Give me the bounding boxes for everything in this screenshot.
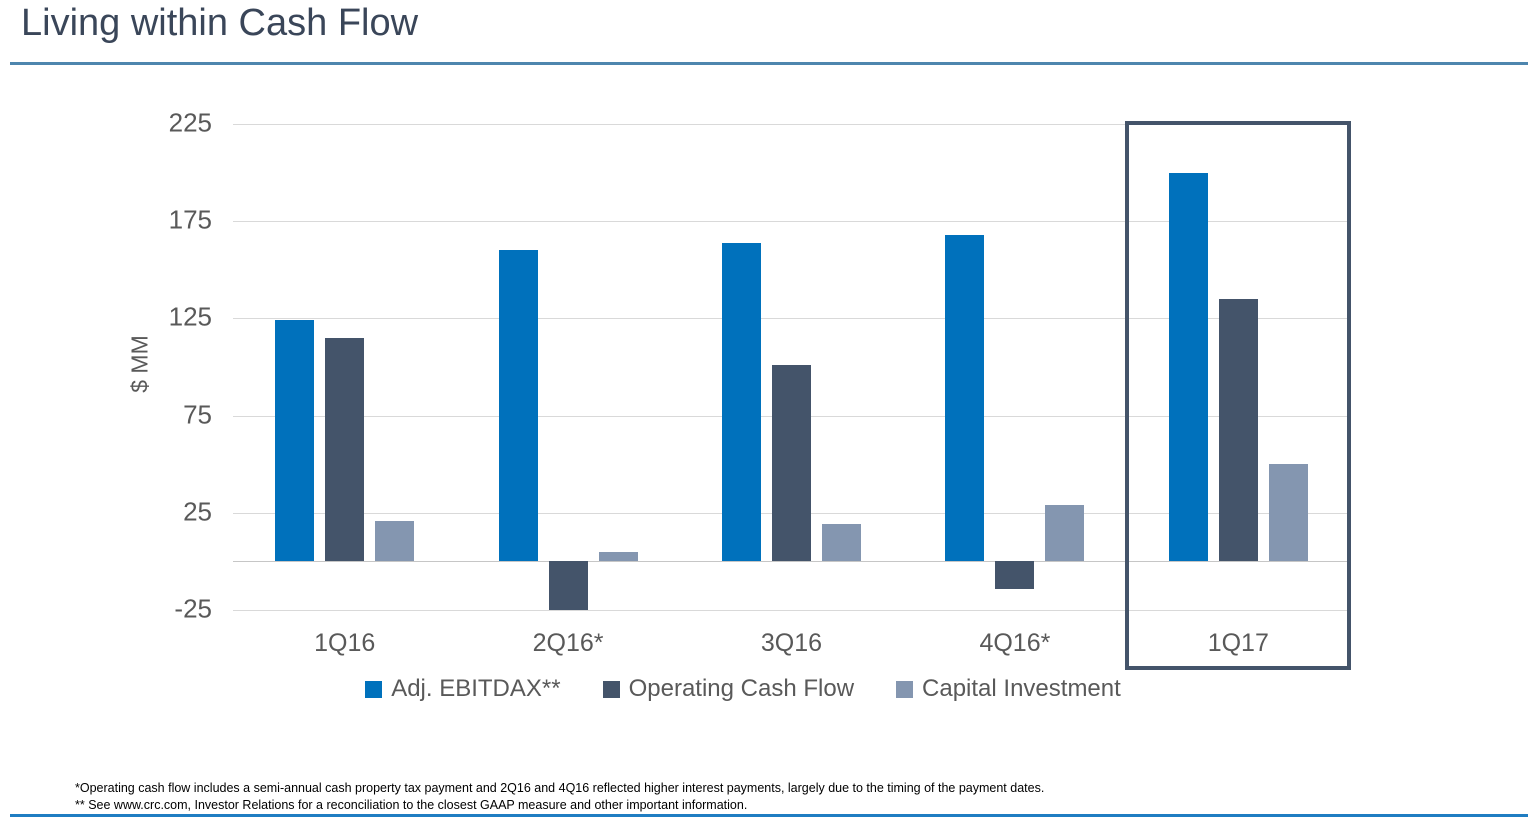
bar-4Q16-operating-cash-flow [995, 561, 1035, 589]
legend-label: Operating Cash Flow [628, 675, 855, 702]
y-tick-label--25: -25 [174, 593, 212, 624]
x-tick-label-1Q16: 1Q16 [314, 629, 376, 657]
y-tick-label-75: 75 [183, 398, 212, 429]
gridline-225 [233, 124, 1350, 125]
y-tick-label-25: 25 [183, 496, 212, 527]
gridline-175 [233, 221, 1350, 223]
bar-2Q16-operating-cash-flow [548, 561, 588, 610]
bar-2Q16-adj-ebitdax- [498, 250, 538, 562]
bar-4Q16-adj-ebitdax- [945, 234, 985, 562]
x-axis-baseline [233, 561, 1350, 563]
x-tick-label-2Q16: 2Q16* [532, 629, 604, 657]
bar-1Q17-adj-ebitdax- [1168, 172, 1208, 562]
y-tick-label-175: 175 [168, 204, 212, 235]
y-axis-title: $ MM [126, 335, 153, 393]
bar-1Q16-operating-cash-flow [325, 337, 365, 562]
title-underline [10, 62, 1528, 65]
legend-label: Capital Investment [922, 675, 1121, 702]
legend-item-capital-investment: Capital Investment [896, 675, 1121, 703]
bar-1Q17-operating-cash-flow [1218, 298, 1258, 562]
bar-3Q16-adj-ebitdax- [722, 242, 761, 562]
legend-label: Adj. EBITDAX** [391, 675, 561, 702]
bar-2Q16-capital-investment [598, 551, 638, 562]
gridline-125 [233, 318, 1350, 320]
bar-3Q16-operating-cash-flow [772, 365, 811, 562]
x-tick-label-4Q16: 4Q16* [979, 629, 1051, 657]
footnotes: *Operating cash flow includes a semi-ann… [75, 780, 1044, 814]
gridline--25 [233, 610, 1350, 611]
legend-swatch-icon [365, 680, 383, 698]
legend-swatch-icon [602, 680, 620, 698]
page-title: Living within Cash Flow [21, 2, 419, 44]
bar-1Q17-capital-investment [1268, 464, 1308, 562]
bar-1Q16-capital-investment [375, 520, 415, 562]
bar-1Q16-adj-ebitdax- [275, 320, 315, 562]
bar-3Q16-capital-investment [822, 524, 861, 562]
x-tick-label-3Q16: 3Q16 [760, 629, 823, 657]
y-tick-label-225: 225 [168, 107, 212, 138]
legend-item-adj-ebitdax-: Adj. EBITDAX** [365, 675, 561, 703]
x-tick-label-1Q17: 1Q17 [1207, 629, 1269, 657]
footnote-1: *Operating cash flow includes a semi-ann… [75, 781, 1045, 795]
legend-item-operating-cash-flow: Operating Cash Flow [602, 675, 855, 703]
bottom-rule [10, 814, 1528, 817]
footnote-2: ** See www.crc.com, Investor Relations f… [75, 798, 748, 812]
legend-swatch-icon [896, 680, 914, 698]
bar-4Q16-capital-investment [1045, 505, 1085, 562]
y-tick-label-125: 125 [168, 301, 212, 332]
chart-legend: Adj. EBITDAX** Operating Cash Flow Capital… [233, 674, 1253, 704]
highlight-box-1q17 [1125, 121, 1352, 670]
